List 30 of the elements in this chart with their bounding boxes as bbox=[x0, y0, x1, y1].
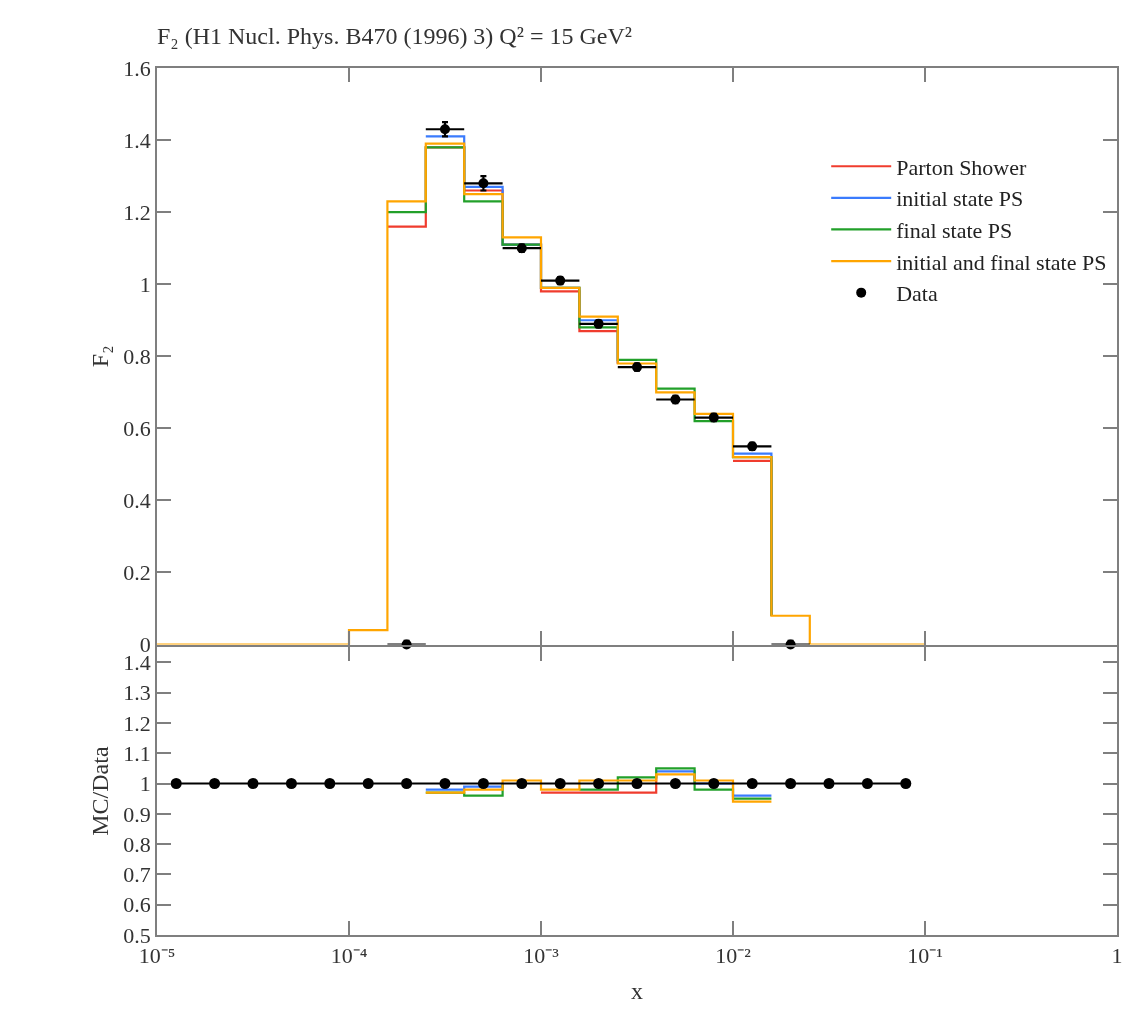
x-axis-title: x bbox=[631, 977, 643, 1004]
y-tick-label: 0.8 bbox=[123, 343, 151, 369]
legend-label: Data bbox=[896, 281, 938, 307]
y-axis-title: MC/Data bbox=[86, 746, 113, 836]
x-tick-label: 10⁻² bbox=[715, 943, 752, 969]
y-tick-label: 1.6 bbox=[123, 55, 151, 81]
chart-title: F₂ (H1 Nucl. Phys. B470 (1996) 3) Q² = 15 GeV² bbox=[157, 23, 632, 50]
y-tick-label: 1.3 bbox=[123, 680, 151, 706]
x-tick-label: 1 bbox=[1111, 943, 1123, 969]
legend-label: initial and final state PS bbox=[896, 249, 1107, 275]
y-axis-title: F₂ bbox=[86, 345, 113, 368]
y-tick-label: 0.9 bbox=[123, 801, 151, 827]
y-tick-label: 0.6 bbox=[123, 416, 151, 442]
x-tick-label: 10⁻³ bbox=[523, 943, 560, 969]
y-tick-label: 1 bbox=[139, 271, 151, 297]
x-tick-label: 10⁻⁴ bbox=[330, 943, 368, 969]
y-tick-label: 1.1 bbox=[123, 740, 151, 766]
x-tick-label: 10⁻¹ bbox=[907, 943, 943, 969]
legend-label: final state PS bbox=[896, 218, 1013, 244]
y-tick-label: 0.7 bbox=[123, 862, 151, 888]
legend-label: Parton Shower bbox=[896, 154, 1028, 180]
y-tick-label: 1 bbox=[139, 771, 151, 797]
y-tick-label: 1.4 bbox=[123, 127, 151, 153]
y-tick-label: 0.4 bbox=[123, 488, 151, 514]
y-tick-label: 1.2 bbox=[123, 710, 151, 736]
y-tick-label: 0.8 bbox=[123, 831, 151, 857]
y-tick-label: 0.2 bbox=[123, 560, 151, 586]
y-tick-label: 1.2 bbox=[123, 199, 151, 225]
legend-label: initial state PS bbox=[896, 186, 1024, 212]
y-tick-label: 0.6 bbox=[123, 892, 151, 918]
